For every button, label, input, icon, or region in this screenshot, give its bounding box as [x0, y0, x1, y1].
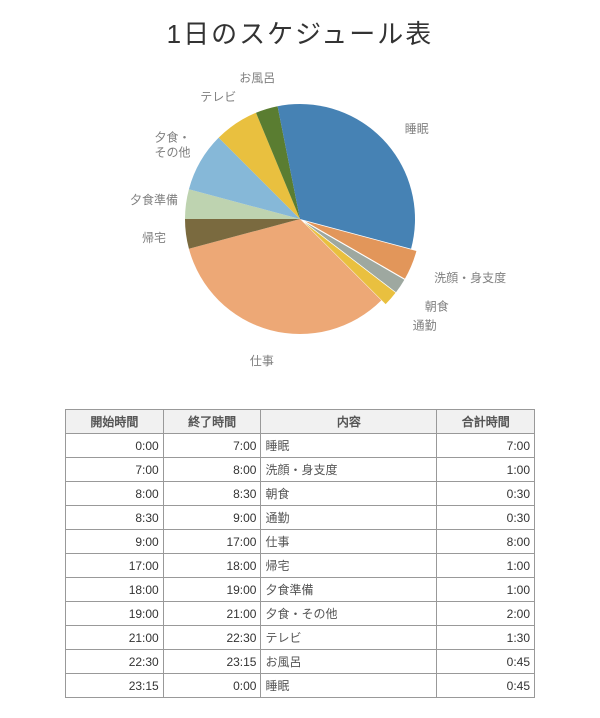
pie-slice-label: 洗顔・身支度	[434, 270, 506, 284]
cell-end: 18:00	[163, 554, 261, 578]
col-duration: 合計時間	[437, 410, 535, 434]
cell-start: 8:00	[66, 482, 164, 506]
cell-end: 8:00	[163, 458, 261, 482]
cell-activity: 夕食・その他	[261, 602, 437, 626]
table-row: 23:150:00睡眠0:45	[66, 674, 535, 698]
cell-activity: 帰宅	[261, 554, 437, 578]
cell-end: 22:30	[163, 626, 261, 650]
cell-start: 21:00	[66, 626, 164, 650]
cell-start: 19:00	[66, 602, 164, 626]
cell-end: 21:00	[163, 602, 261, 626]
cell-activity: 洗顔・身支度	[261, 458, 437, 482]
cell-activity: 睡眠	[261, 674, 437, 698]
col-activity: 内容	[261, 410, 437, 434]
pie-slice-label: 夕食準備	[130, 193, 178, 207]
table-row: 7:008:00洗顔・身支度1:00	[66, 458, 535, 482]
pie-slice-label: 通勤	[413, 318, 437, 332]
table-row: 9:0017:00仕事8:00	[66, 530, 535, 554]
cell-end: 8:30	[163, 482, 261, 506]
table-header-row: 開始時間 終了時間 内容 合計時間	[66, 410, 535, 434]
cell-activity: 朝食	[261, 482, 437, 506]
cell-duration: 7:00	[437, 434, 535, 458]
cell-duration: 1:00	[437, 458, 535, 482]
table-row: 22:3023:15お風呂0:45	[66, 650, 535, 674]
cell-end: 7:00	[163, 434, 261, 458]
pie-slice-label: 朝食	[425, 300, 449, 314]
cell-duration: 8:00	[437, 530, 535, 554]
table-row: 19:0021:00夕食・その他2:00	[66, 602, 535, 626]
cell-duration: 2:00	[437, 602, 535, 626]
cell-start: 7:00	[66, 458, 164, 482]
table-row: 18:0019:00夕食準備1:00	[66, 578, 535, 602]
cell-start: 17:00	[66, 554, 164, 578]
page-title: 1日のスケジュール表	[0, 14, 600, 51]
cell-duration: 0:30	[437, 506, 535, 530]
cell-duration: 0:45	[437, 674, 535, 698]
cell-start: 8:30	[66, 506, 164, 530]
cell-end: 0:00	[163, 674, 261, 698]
cell-start: 23:15	[66, 674, 164, 698]
col-start: 開始時間	[66, 410, 164, 434]
cell-start: 22:30	[66, 650, 164, 674]
cell-end: 19:00	[163, 578, 261, 602]
cell-end: 23:15	[163, 650, 261, 674]
cell-duration: 1:30	[437, 626, 535, 650]
cell-activity: 仕事	[261, 530, 437, 554]
cell-activity: テレビ	[261, 626, 437, 650]
pie-slice-label: お風呂	[239, 71, 275, 85]
table-row: 8:008:30朝食0:30	[66, 482, 535, 506]
table-row: 21:0022:30テレビ1:30	[66, 626, 535, 650]
pie-slice-label: 夕食・その他	[155, 131, 191, 160]
pie-slice-label: 睡眠	[405, 122, 429, 136]
cell-duration: 1:00	[437, 554, 535, 578]
cell-duration: 1:00	[437, 578, 535, 602]
pie-chart: 睡眠洗顔・身支度朝食通勤仕事帰宅夕食準備夕食・その他テレビお風呂	[0, 59, 600, 359]
cell-activity: 通勤	[261, 506, 437, 530]
table-row: 0:007:00睡眠7:00	[66, 434, 535, 458]
pie-svg	[0, 59, 600, 359]
cell-end: 17:00	[163, 530, 261, 554]
table-row: 8:309:00通勤0:30	[66, 506, 535, 530]
pie-slice-label: テレビ	[200, 89, 236, 103]
table-row: 17:0018:00帰宅1:00	[66, 554, 535, 578]
cell-start: 0:00	[66, 434, 164, 458]
cell-end: 9:00	[163, 506, 261, 530]
cell-start: 18:00	[66, 578, 164, 602]
cell-duration: 0:45	[437, 650, 535, 674]
schedule-table: 開始時間 終了時間 内容 合計時間 0:007:00睡眠7:007:008:00…	[65, 409, 535, 698]
cell-activity: 睡眠	[261, 434, 437, 458]
cell-start: 9:00	[66, 530, 164, 554]
pie-slice-label: 仕事	[250, 354, 274, 368]
col-end: 終了時間	[163, 410, 261, 434]
cell-activity: 夕食準備	[261, 578, 437, 602]
cell-duration: 0:30	[437, 482, 535, 506]
cell-activity: お風呂	[261, 650, 437, 674]
pie-slice-label: 帰宅	[142, 231, 166, 245]
